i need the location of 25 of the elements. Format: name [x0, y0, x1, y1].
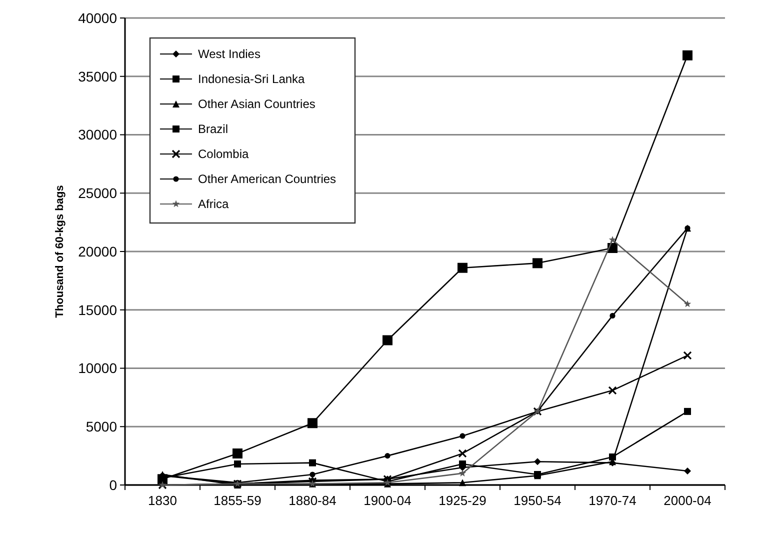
legend-label: Other Asian Countries [198, 97, 316, 112]
x-tick-label: 1830 [148, 493, 177, 508]
y-tick-label: 15000 [78, 302, 118, 318]
x-tick-label: 1900-04 [364, 493, 412, 508]
legend-label: Indonesia-Sri Lanka [198, 72, 306, 86]
y-tick-label: 40000 [78, 10, 118, 26]
y-tick-label: 30000 [78, 126, 118, 143]
legend-label: West Indies [198, 47, 260, 62]
y-tick-label: 10000 [78, 360, 118, 376]
y-tick-label: 35000 [78, 68, 118, 84]
y-tick-label: 20000 [78, 243, 118, 260]
x-tick-label: 1855-59 [214, 493, 262, 508]
x-tick-label: 1970-74 [588, 493, 636, 508]
y-tick-label: 5000 [86, 418, 118, 435]
legend-label: Brazil [198, 122, 228, 136]
x-tick-label: 2000-04 [664, 493, 712, 508]
x-tick-label: 1950-54 [514, 493, 562, 508]
y-tick-label: 0 [109, 476, 118, 493]
x-tick-label: 1880-84 [288, 493, 336, 508]
legend-label: Africa [198, 197, 229, 212]
y-axis-title: Thousand of 60-kgs bags [54, 185, 66, 318]
legend-label: Other American Countries [198, 172, 336, 186]
x-tick-label: 1925-29 [438, 493, 486, 508]
y-tick-label: 25000 [78, 185, 118, 202]
legend-label: Colombia [198, 147, 250, 162]
